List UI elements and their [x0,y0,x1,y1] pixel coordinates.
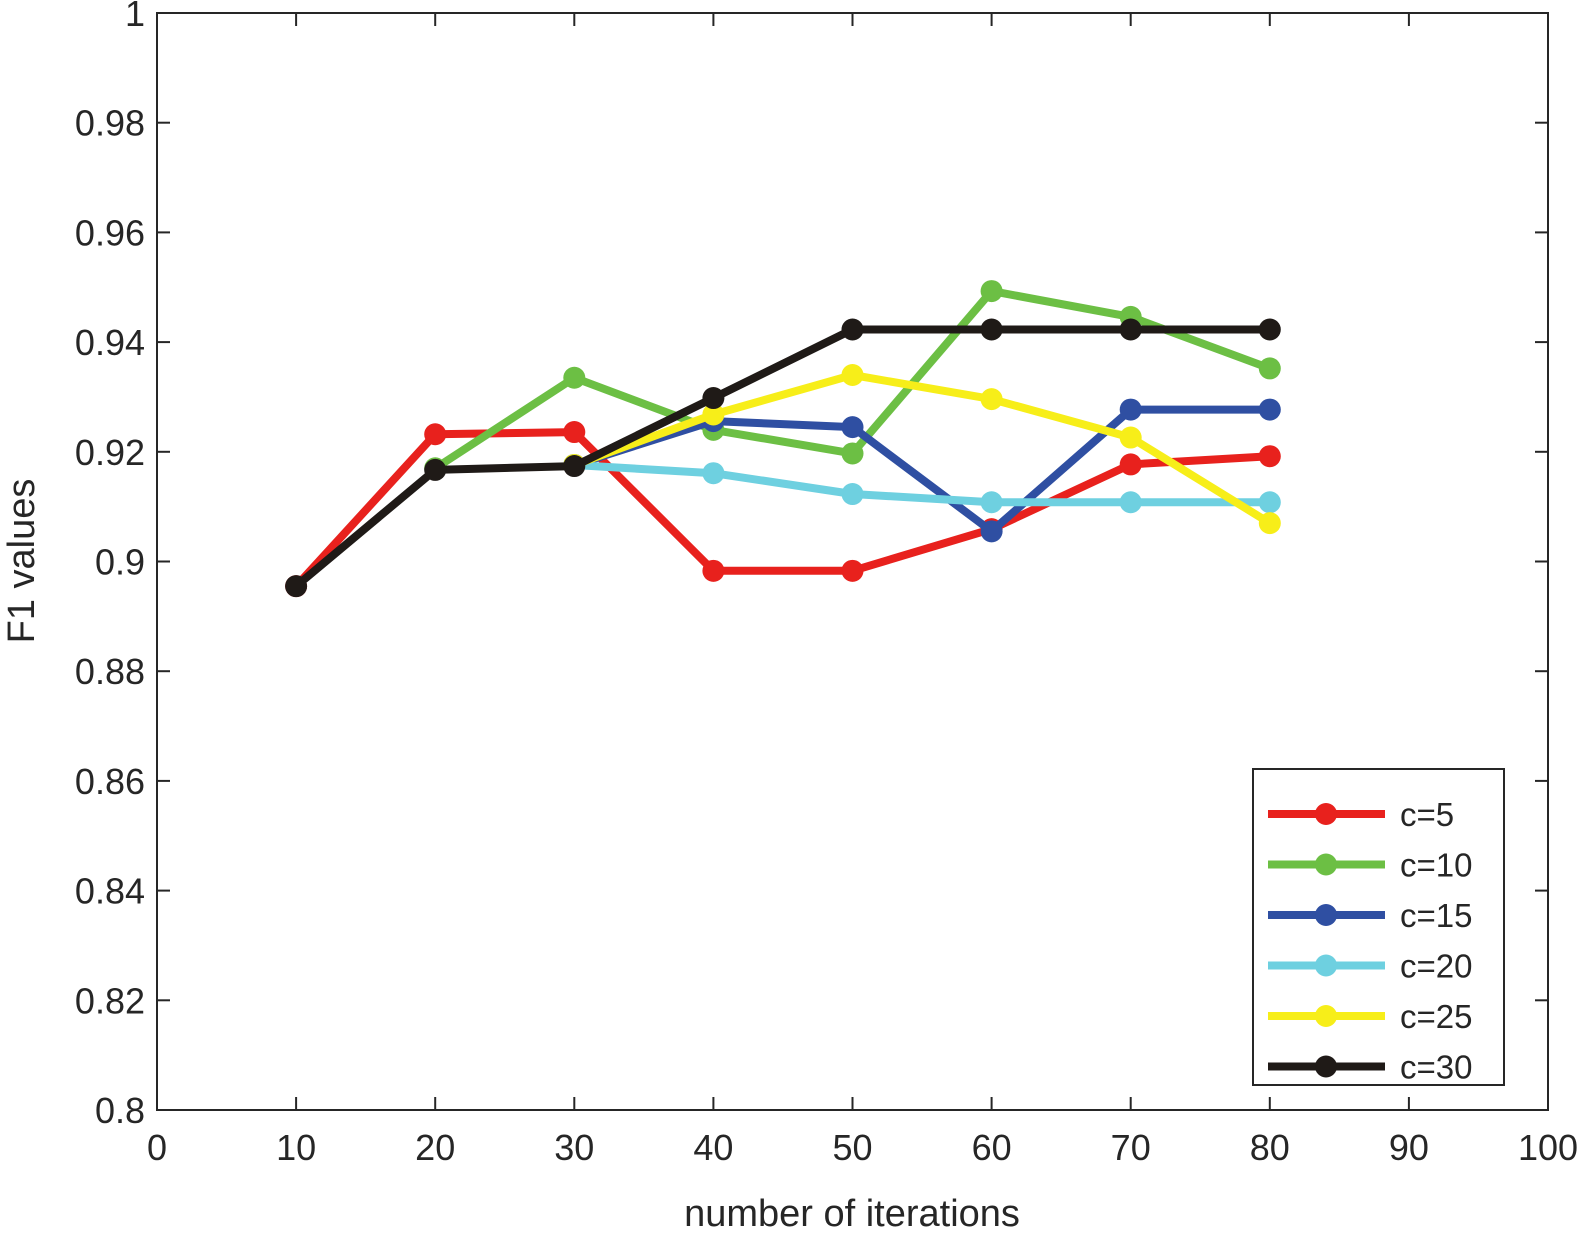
legend-swatch-marker [1315,803,1337,825]
series-line [293,428,1271,589]
legend-swatch-marker [1315,904,1337,926]
series-line [293,325,1270,590]
data-point [285,575,308,598]
y-tick-label: 0.84 [75,871,145,912]
x-tick-label: 60 [972,1127,1012,1168]
legend-label: c=5 [1400,796,1454,833]
data-point [702,387,725,410]
data-point [1119,318,1142,341]
data-point [1119,453,1142,476]
x-tick-label: 80 [1250,1127,1290,1168]
series-line [574,461,1270,507]
data-point [424,423,447,446]
data-point [1119,398,1142,421]
data-point [702,462,725,485]
data-point [563,421,586,444]
legend: c=5 c=10 c=15 c=20 c=25 c=30 [1252,768,1505,1086]
x-tick-label: 50 [832,1127,872,1168]
legend-label: c=10 [1400,847,1472,884]
data-point [1258,357,1281,380]
data-point [980,280,1003,303]
y-tick-label: 0.82 [75,980,145,1021]
y-tick-label: 0.9 [95,542,145,583]
data-point [1119,491,1142,514]
series-line [572,371,1272,527]
x-tick-label: 10 [276,1127,316,1168]
series-c=20 [563,453,1281,514]
legend-swatch-marker [1315,1055,1337,1078]
legend-box [1252,768,1505,1086]
legend-swatch-marker [1315,954,1337,977]
axis-ticks: 0 10 20 30 40 50 60 70 80 90 100 0.8 0.82 0.84 0.86 0.8… [75,0,1578,1168]
data-point [702,559,725,582]
series-c=25 [563,364,1281,535]
y-tick-label: 1 [125,0,145,34]
x-tick-label: 100 [1518,1127,1578,1168]
data-point [841,559,864,582]
data-point [563,455,586,478]
series-c=30 [285,318,1281,598]
data-point [980,318,1003,341]
data-point [1258,398,1281,421]
data-point [1258,491,1281,514]
x-tick-label: 90 [1389,1127,1429,1168]
data-point [841,318,864,341]
data-point [1258,512,1281,535]
legend-label: c=30 [1400,1049,1472,1086]
x-tick-label: 40 [693,1127,733,1168]
data-point [841,416,864,439]
x-tick-label: 0 [147,1127,167,1168]
y-tick-label: 0.98 [75,103,145,144]
data-point [841,364,864,387]
x-axis-label: number of iterations [684,1193,1020,1235]
data-point [1258,318,1281,341]
y-axis-label: F1 values [1,479,43,644]
legend-label: c=20 [1400,948,1472,985]
y-tick-label: 0.88 [75,651,145,692]
data-point [424,458,447,481]
legend-label: c=25 [1400,998,1472,1035]
data-point [702,403,725,426]
data-point [841,442,864,465]
data-point [563,366,586,389]
legend-swatch-marker [1315,1005,1337,1027]
x-tick-label: 20 [415,1127,455,1168]
legend-label: c=15 [1400,897,1472,934]
series-line [573,405,1270,536]
data-point [980,388,1003,411]
data-point [980,520,1003,543]
data-point [1119,426,1142,449]
x-tick-label: 70 [1111,1127,1151,1168]
y-tick-label: 0.8 [95,1090,145,1131]
y-tick-label: 0.94 [75,322,145,363]
x-tick-label: 30 [554,1127,594,1168]
data-point [1258,445,1281,468]
y-tick-label: 0.96 [75,212,145,253]
series-layer [285,280,1281,598]
legend-swatch-marker [1315,853,1337,876]
data-point [841,483,864,506]
data-point [980,491,1003,514]
y-tick-label: 0.92 [75,432,145,473]
y-tick-label: 0.86 [75,761,145,802]
